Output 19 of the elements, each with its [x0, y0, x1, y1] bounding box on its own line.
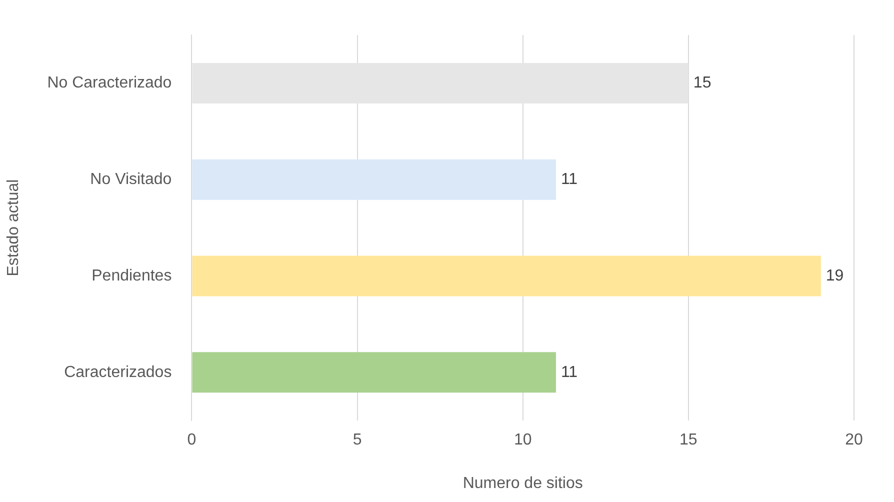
- bar: [192, 62, 688, 104]
- data-label: 15: [693, 74, 712, 92]
- bar: [192, 256, 821, 296]
- x-tick-label: 20: [845, 432, 863, 449]
- x-tick-label: 0: [187, 432, 196, 449]
- y-axis-title: Estado actual: [5, 179, 22, 276]
- x-axis-title: Numero de sitios: [462, 474, 583, 492]
- y-tick-label: Caracterizados: [64, 364, 172, 381]
- x-tick-label: 10: [514, 432, 532, 449]
- data-label: 19: [826, 267, 844, 284]
- x-tick-label: 5: [352, 432, 362, 449]
- data-label: 11: [560, 171, 578, 188]
- data-label: 11: [560, 364, 578, 381]
- x-tick-label: 15: [680, 432, 698, 449]
- bar: [192, 352, 556, 393]
- y-tick-label: No Visitado: [90, 171, 172, 188]
- y-tick-label: No Caracterizado: [47, 74, 172, 92]
- y-tick-label: Pendientes: [92, 267, 172, 284]
- bar: [192, 159, 556, 200]
